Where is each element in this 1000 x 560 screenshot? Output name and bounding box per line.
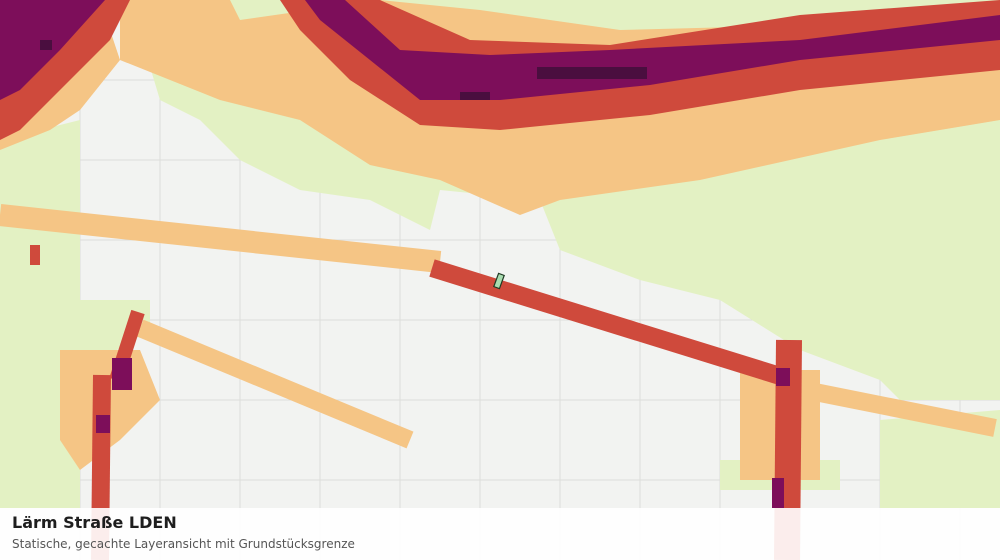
noise-darkest [40,40,647,100]
map-title: Lärm Straße LDEN [12,513,177,532]
parcel-boundary [493,272,505,290]
noise-purple [0,0,1000,508]
map-subtitle: Statische, gecachte Layeransicht mit Gru… [12,537,355,551]
caption-panel [0,508,1000,560]
